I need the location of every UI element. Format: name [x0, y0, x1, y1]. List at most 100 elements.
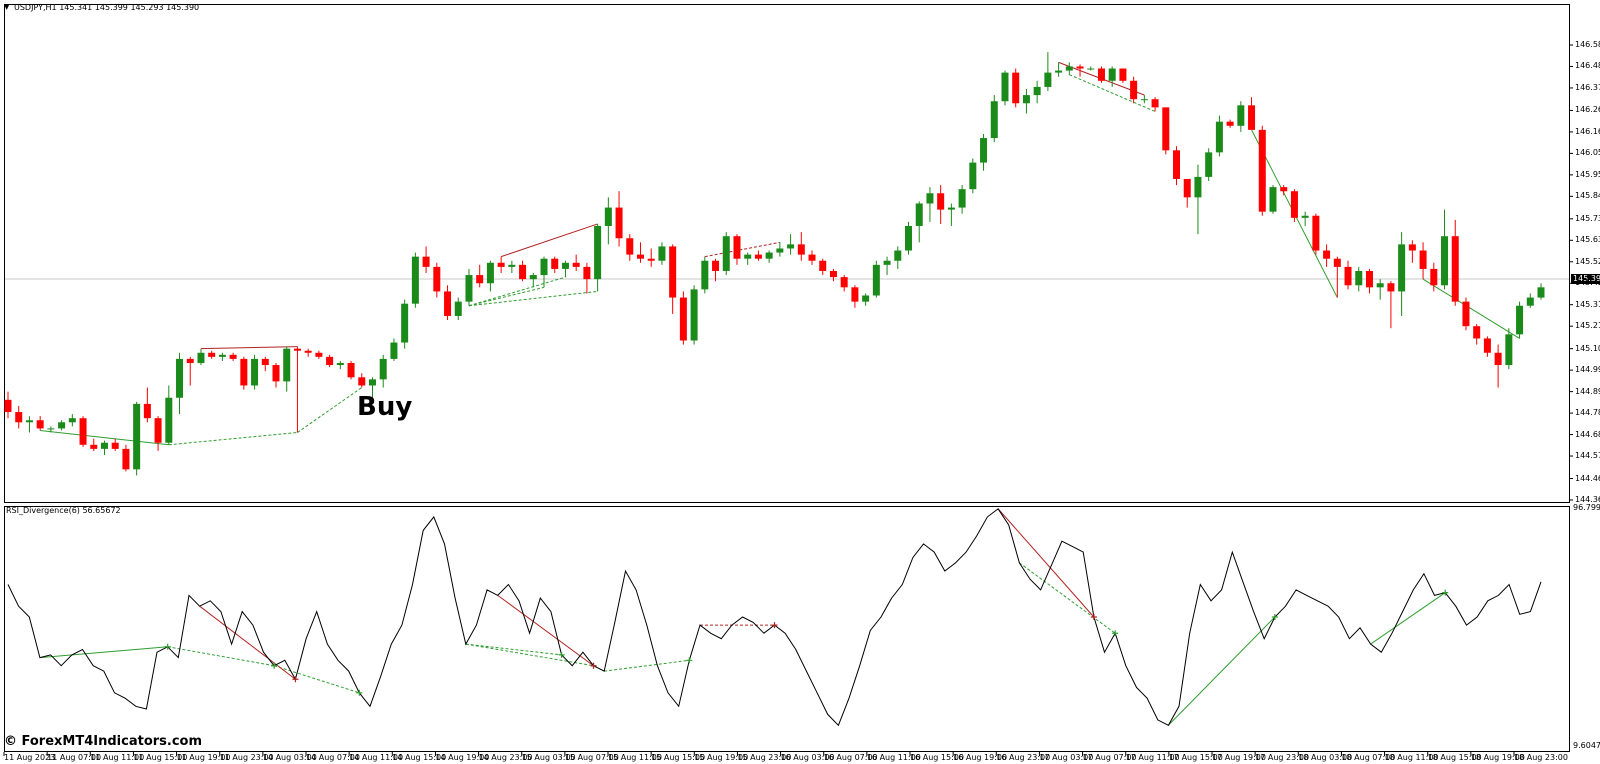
candle-body — [58, 422, 66, 429]
candle — [1087, 66, 1095, 71]
candle-body — [476, 275, 484, 284]
candle — [4, 391, 12, 419]
candle — [754, 250, 762, 261]
time-axis-label: 14 Aug 15:00 — [392, 753, 447, 762]
bullish-divergence-line — [1168, 616, 1276, 726]
candle-body — [905, 225, 913, 251]
candle-body — [594, 225, 602, 280]
candle — [1237, 101, 1245, 132]
candle-body — [1194, 176, 1202, 198]
candle-body — [1473, 326, 1481, 339]
candle-body — [229, 354, 237, 359]
price-axis-label: 144.465 — [1575, 473, 1600, 483]
candle — [1516, 301, 1524, 339]
candle — [165, 385, 173, 445]
price-axis-label: 145.525 — [1575, 256, 1600, 266]
candle-body — [1044, 72, 1052, 87]
candle-body — [304, 350, 312, 353]
candle — [1462, 297, 1470, 331]
candle — [894, 246, 902, 269]
bearish-divergence-line — [500, 223, 598, 258]
candle — [1537, 283, 1545, 300]
candle-body — [937, 193, 945, 210]
price-axis-label: 144.995 — [1575, 365, 1600, 375]
price-axis-label: 145.845 — [1575, 191, 1600, 201]
candle-body — [1087, 68, 1095, 70]
candle-body — [1119, 68, 1127, 81]
candle — [551, 256, 559, 274]
candle — [111, 438, 119, 451]
candle — [1215, 115, 1223, 157]
candle — [358, 373, 366, 388]
bullish-divergence-line — [39, 646, 168, 659]
price-axis-label: 145.735 — [1575, 213, 1600, 223]
candle-body — [765, 252, 773, 259]
candle-body — [926, 193, 934, 204]
time-axis-label: 15 Aug 15:00 — [651, 753, 706, 762]
price-axis-label: 146.585 — [1575, 40, 1600, 49]
main-price-panel[interactable] — [4, 4, 1574, 503]
candle-body — [829, 270, 837, 278]
candle-body — [797, 244, 805, 255]
candle — [90, 438, 98, 451]
candle-body — [497, 262, 505, 267]
candle — [315, 350, 323, 359]
current-price-tag: 145.390 — [1571, 274, 1600, 284]
candle — [669, 244, 677, 314]
time-axis-ticks — [3, 752, 1515, 756]
candle-body — [154, 418, 162, 443]
candle-body — [465, 275, 473, 302]
candle-body — [47, 428, 55, 430]
candle — [1076, 64, 1084, 77]
bullish-divergence-line — [465, 643, 562, 656]
candle — [229, 352, 237, 361]
candle — [79, 416, 87, 447]
bullish-divergence-line — [1069, 74, 1156, 112]
bearish-divergence-line — [199, 605, 296, 680]
rsi-indicator-panel[interactable] — [4, 506, 1570, 752]
candle-body — [1290, 191, 1298, 218]
candle — [647, 248, 655, 267]
symbol-dropdown-icon[interactable]: ▼ — [4, 3, 10, 11]
candle-body — [915, 203, 923, 226]
candle — [1344, 260, 1352, 290]
divergence-marker — [356, 689, 363, 696]
candle — [1494, 344, 1502, 388]
candle — [1097, 66, 1105, 83]
time-axis-label: 15 Aug 23:00 — [737, 753, 792, 762]
divergence-marker — [1090, 614, 1097, 621]
bullish-divergence-line — [297, 387, 363, 433]
bullish-divergence-line — [1019, 562, 1116, 634]
candle — [411, 252, 419, 308]
candle — [561, 260, 569, 278]
candle — [905, 221, 913, 255]
candle-body — [486, 262, 494, 284]
candle — [990, 95, 998, 143]
candle-body — [1226, 121, 1234, 126]
candle — [937, 185, 945, 224]
candle — [240, 356, 248, 390]
candle — [701, 256, 709, 294]
candle — [1055, 62, 1063, 77]
price-axis-label: 145.100 — [1575, 343, 1600, 353]
candle — [454, 297, 462, 321]
candle-body — [561, 262, 569, 269]
candle — [851, 285, 859, 308]
candle-body — [25, 420, 33, 423]
candle — [840, 275, 848, 292]
price-axis-label: 144.785 — [1575, 408, 1600, 418]
time-axis-label: 11 Aug 11:00 — [90, 753, 145, 762]
divergence-marker — [271, 662, 278, 669]
candle-body — [1269, 187, 1277, 212]
time-axis-label: 14 Aug 19:00 — [435, 753, 490, 762]
bullish-divergence-line — [1370, 592, 1446, 645]
candle — [1473, 324, 1481, 345]
candle — [1173, 146, 1181, 186]
candle — [1226, 119, 1234, 128]
buy-signal-label: Buy — [357, 392, 413, 422]
candle — [1269, 185, 1277, 214]
candle — [1183, 178, 1191, 208]
candle — [969, 158, 977, 194]
time-axis-label: 16 Aug 03:00 — [780, 753, 835, 762]
